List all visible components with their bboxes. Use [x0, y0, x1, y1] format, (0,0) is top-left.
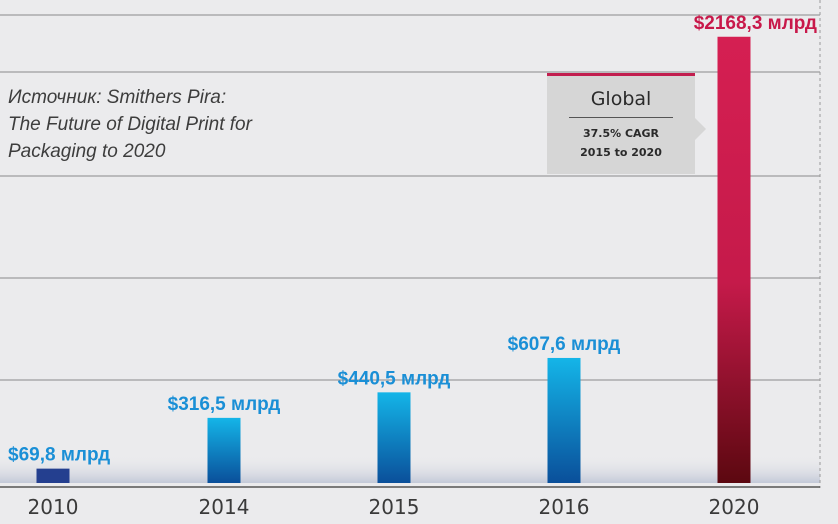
data-label-2020: $2168,3 млрд — [694, 13, 817, 34]
cagr-callout: Global 37.5% CAGR 2015 to 2020 — [547, 73, 706, 174]
x-tick-2010: 2010 — [28, 495, 79, 519]
data-label-2016: $607,6 млрд — [508, 334, 621, 355]
callout-period: 2015 to 2020 — [580, 146, 662, 159]
bar-2020 — [717, 36, 751, 484]
callout-title: Global — [569, 76, 673, 118]
source-line-3: Packaging to 2020 — [8, 141, 166, 162]
x-tick-2020: 2020 — [709, 495, 760, 519]
callout-pointer — [695, 118, 706, 140]
x-tick-2016: 2016 — [539, 495, 590, 519]
source-line-1: Источник: Smithers Pira: — [8, 87, 227, 108]
data-labels: $69,8 млрд $316,5 млрд $440,5 млрд $607,6 м… — [8, 13, 817, 466]
data-label-2015: $440,5 млрд — [338, 368, 451, 389]
gridlines — [0, 14, 820, 381]
bar-2014 — [207, 417, 241, 483]
bar-2015 — [377, 392, 411, 483]
bar-2010 — [36, 468, 70, 483]
x-tick-2015: 2015 — [369, 495, 420, 519]
source-note: Источник: Smithers Pira: The Future of D… — [8, 84, 252, 165]
x-axis-ticks: 2010 2014 2015 2016 2020 — [28, 495, 760, 519]
data-label-2014: $316,5 млрд — [168, 394, 281, 415]
data-label-2010: $69,8 млрд — [8, 445, 110, 466]
bar-2016 — [547, 357, 581, 483]
callout-cagr: 37.5% CAGR — [582, 127, 660, 140]
bars — [36, 36, 751, 484]
x-tick-2014: 2014 — [199, 495, 250, 519]
source-line-2: The Future of Digital Print for — [8, 114, 252, 135]
